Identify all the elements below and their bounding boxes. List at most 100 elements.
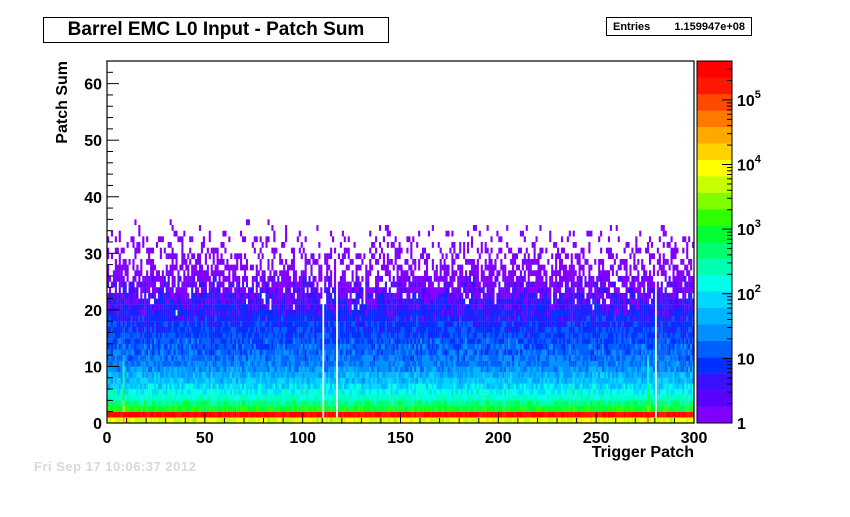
heatmap-cell bbox=[320, 411, 323, 418]
heatmap-cell bbox=[281, 360, 284, 367]
heatmap-cell bbox=[175, 326, 178, 333]
heatmap-cell bbox=[288, 394, 292, 401]
heatmap-cell bbox=[365, 264, 368, 271]
heatmap-cell bbox=[195, 287, 198, 294]
heatmap-cell bbox=[110, 304, 114, 311]
heatmap-cell bbox=[433, 355, 436, 361]
heatmap-cell bbox=[455, 383, 458, 390]
heatmap-cell bbox=[238, 309, 241, 316]
heatmap-cell bbox=[138, 270, 141, 277]
heatmap-cell bbox=[455, 389, 458, 395]
heatmap-cell bbox=[320, 292, 323, 299]
heatmap-cell bbox=[134, 287, 137, 294]
heatmap-cell bbox=[220, 326, 223, 333]
heatmap-cell bbox=[169, 264, 172, 271]
heatmap-cell bbox=[298, 389, 301, 395]
heatmap-cell bbox=[439, 411, 442, 418]
heatmap-cell bbox=[330, 326, 333, 333]
heatmap-cell bbox=[314, 366, 317, 373]
heatmap-cell bbox=[416, 406, 419, 412]
heatmap-cell bbox=[218, 304, 221, 311]
heatmap-cell bbox=[326, 309, 329, 316]
heatmap-cell bbox=[195, 389, 198, 395]
heatmap-cell bbox=[408, 298, 411, 305]
heatmap-cell bbox=[197, 355, 200, 361]
heatmap-cell bbox=[208, 236, 211, 243]
heatmap-cell bbox=[230, 366, 233, 373]
heatmap-cell bbox=[228, 275, 231, 282]
heatmap-cell bbox=[408, 309, 411, 316]
heatmap-cell bbox=[330, 394, 333, 401]
heatmap-cell bbox=[126, 417, 129, 424]
heatmap-cell bbox=[378, 315, 382, 322]
heatmap-cell bbox=[449, 406, 452, 412]
heatmap-cell bbox=[273, 343, 276, 350]
heatmap-cell bbox=[224, 394, 227, 401]
heatmap-cell bbox=[377, 321, 380, 327]
heatmap-cell bbox=[359, 264, 362, 271]
heatmap-cell bbox=[171, 366, 174, 373]
heatmap-cell bbox=[386, 355, 389, 361]
heatmap-cell bbox=[390, 400, 393, 407]
heatmap-cell bbox=[425, 338, 429, 344]
heatmap-cell bbox=[142, 242, 145, 248]
heatmap-cell bbox=[365, 292, 368, 299]
heatmap-cell bbox=[302, 281, 305, 288]
heatmap-cell bbox=[367, 338, 370, 344]
heatmap-cell bbox=[455, 298, 458, 305]
heatmap-cell bbox=[138, 338, 141, 344]
heatmap-cell bbox=[267, 406, 270, 412]
heatmap-cell bbox=[275, 411, 278, 418]
heatmap-cell bbox=[253, 321, 256, 327]
heatmap-cell bbox=[425, 372, 429, 378]
heatmap-cell bbox=[271, 389, 274, 395]
heatmap-cell bbox=[457, 326, 460, 333]
heatmap-cell bbox=[333, 417, 337, 424]
heatmap-cell bbox=[152, 394, 155, 401]
heatmap-cell bbox=[414, 366, 417, 373]
heatmap-cell bbox=[140, 394, 143, 401]
heatmap-cell bbox=[259, 321, 262, 327]
heatmap-cell bbox=[341, 389, 344, 395]
heatmap-cell bbox=[380, 400, 384, 407]
heatmap-cell bbox=[339, 304, 342, 311]
heatmap-cell bbox=[351, 298, 354, 305]
heatmap-cell bbox=[445, 400, 448, 407]
heatmap-cell bbox=[283, 349, 286, 356]
heatmap-cell bbox=[171, 270, 174, 277]
heatmap-cell bbox=[191, 349, 194, 356]
heatmap-cell bbox=[116, 270, 119, 277]
heatmap-cell bbox=[429, 275, 432, 282]
heatmap-cell bbox=[439, 360, 442, 367]
heatmap-cell bbox=[261, 417, 264, 424]
heatmap-cell bbox=[136, 400, 139, 407]
heatmap-cell bbox=[236, 372, 239, 378]
heatmap-cell bbox=[447, 264, 450, 271]
heatmap-cell bbox=[324, 253, 327, 260]
heatmap-cell bbox=[285, 411, 288, 418]
heatmap-cell bbox=[285, 281, 288, 288]
heatmap-cell bbox=[443, 355, 446, 361]
heatmap-cell bbox=[420, 292, 423, 299]
heatmap-cell bbox=[128, 281, 131, 288]
heatmap-cell bbox=[120, 355, 123, 361]
heatmap-cell bbox=[122, 349, 125, 356]
heatmap-cell bbox=[144, 304, 147, 311]
heatmap-cell bbox=[267, 383, 270, 390]
heatmap-cell bbox=[183, 298, 186, 305]
heatmap-cell bbox=[406, 394, 409, 401]
heatmap-cell bbox=[114, 355, 117, 361]
heatmap-cell bbox=[290, 411, 294, 418]
heatmap-cell bbox=[134, 383, 137, 390]
heatmap-cell bbox=[371, 332, 374, 339]
heatmap-cell bbox=[148, 389, 151, 395]
heatmap-cell bbox=[157, 411, 160, 418]
heatmap-cell bbox=[433, 383, 436, 390]
heatmap-cell bbox=[114, 292, 117, 299]
heatmap-cell bbox=[193, 309, 196, 316]
heatmap-cell bbox=[269, 315, 272, 322]
heatmap-cell bbox=[130, 315, 133, 322]
heatmap-cell bbox=[146, 355, 149, 361]
heatmap-cell bbox=[431, 355, 434, 361]
heatmap-cell bbox=[298, 343, 301, 350]
